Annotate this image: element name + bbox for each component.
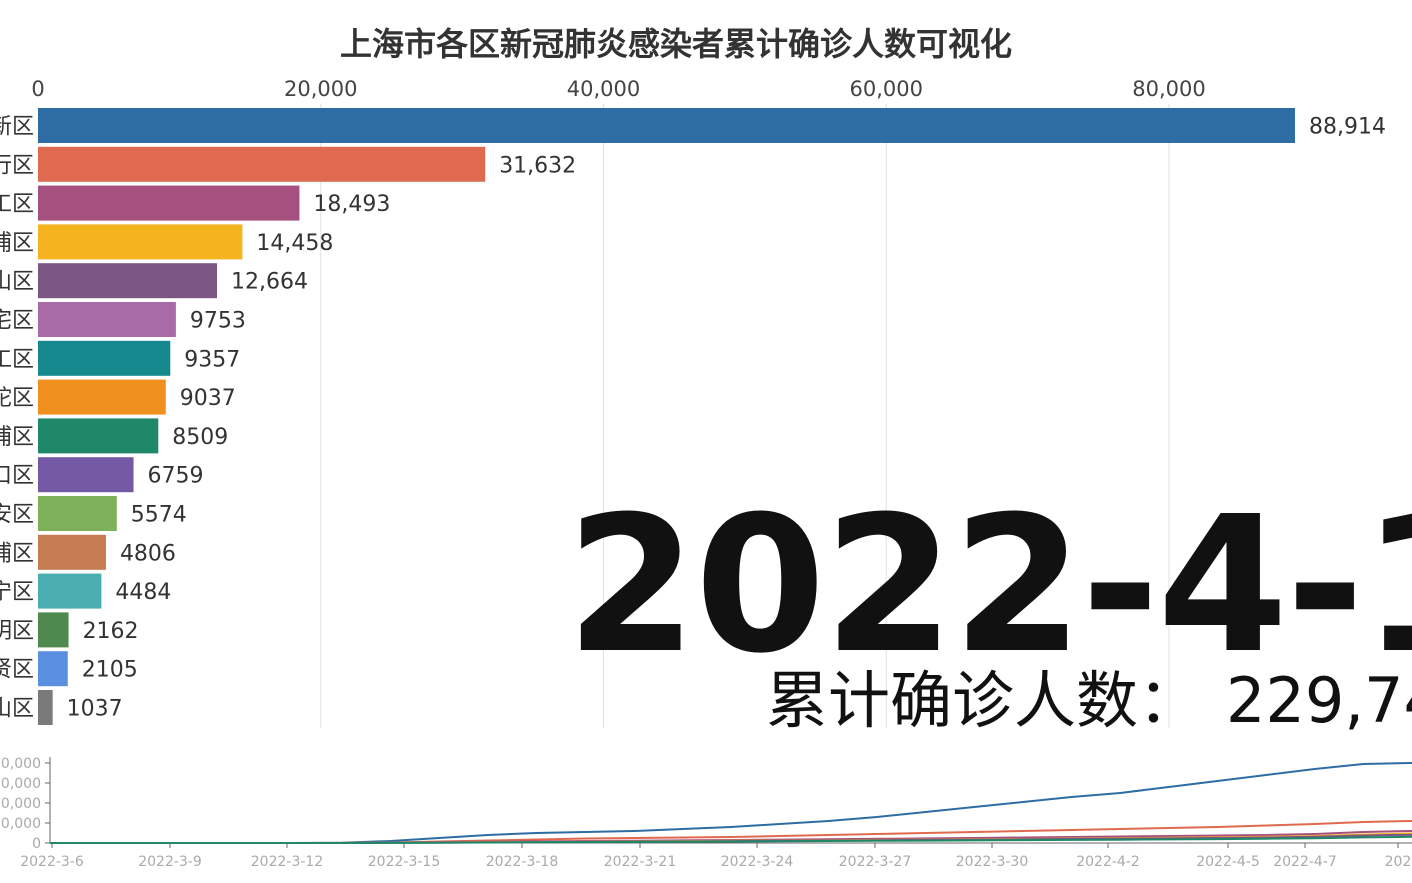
line-series-1	[50, 762, 1412, 844]
bar-value-label-2: 31,632	[499, 153, 576, 178]
x-tick-label-40000: 40,000	[567, 77, 640, 101]
bar-value-label-14: 2162	[83, 619, 139, 644]
x-tick-label-60000: 60,000	[849, 77, 922, 101]
bar-category-label-14: 明区	[0, 619, 34, 644]
x-tick-label-20000: 20,000	[284, 77, 357, 101]
line-x-tick-label-1: 2022-3-9	[138, 854, 202, 870]
line-y-tick-label-3: 0,000	[1, 776, 41, 792]
line-x-tick-label-0: 2022-3-6	[20, 854, 84, 870]
line-chart-series	[50, 762, 1412, 844]
line-x-tick-label-4: 2022-3-18	[486, 854, 558, 870]
bar-value-label-13: 4484	[115, 580, 171, 605]
bar-value-label-6: 9753	[190, 309, 246, 334]
bar-category-label-3: 工区	[0, 192, 34, 217]
bar-value-label-8: 9037	[180, 386, 236, 411]
bar-category-label-13: 宁区	[0, 580, 34, 605]
line-y-tick-label-1: 0,000	[1, 816, 41, 832]
x-tick-label-80000: 80,000	[1132, 77, 1205, 101]
bar-category-label-9: 浦区	[0, 425, 34, 450]
bar-category-label-8: 陀区	[0, 386, 34, 411]
bar-15	[38, 651, 68, 687]
line-x-tick-label-9: 2022-4-2	[1076, 854, 1140, 870]
line-x-tick-label-7: 2022-3-27	[839, 854, 911, 870]
bar-3	[38, 185, 300, 221]
bar-value-label-12: 4806	[120, 541, 176, 566]
line-x-tick-label-5: 2022-3-21	[604, 854, 676, 870]
bar-category-label-16: 山区	[0, 697, 34, 722]
bar-1	[38, 108, 1295, 143]
current-date-label: 2022-4-11	[566, 476, 1412, 695]
bar-chart-top-axis: 0 20,000 40,000 60,000 80,000	[31, 77, 1205, 101]
bar-7	[38, 340, 171, 376]
bar-13	[38, 573, 102, 609]
bar-14	[38, 612, 69, 648]
line-chart-axes: 0 0,000 0,000 0,000 0,000 2022-3-6 2022-3-9 202…	[1, 756, 1412, 870]
bar-10	[38, 457, 134, 493]
bar-category-label-12: 浦区	[0, 541, 34, 566]
line-x-tick-label-11: 2022-4-7	[1273, 854, 1337, 870]
line-x-tick-label-3: 2022-3-15	[368, 854, 440, 870]
bar-value-label-10: 6759	[148, 464, 204, 489]
line-x-tick-label-6: 2022-3-24	[721, 854, 794, 870]
bar-4	[38, 224, 243, 260]
bar-category-label-5: 山区	[0, 270, 34, 295]
bar-2	[38, 146, 486, 182]
line-x-tick-label-10: 2022-4-5	[1196, 854, 1260, 870]
x-tick-label-0: 0	[31, 77, 44, 101]
bar-9	[38, 418, 159, 454]
line-series-6	[50, 835, 1412, 844]
bar-category-label-2: 行区	[0, 153, 34, 178]
bar-value-label-11: 5574	[131, 503, 187, 528]
bar-category-label-4: 浦区	[0, 231, 34, 256]
bar-value-label-5: 12,664	[231, 270, 308, 295]
bar-category-label-15: 贤区	[0, 658, 34, 683]
bar-value-label-7: 9357	[184, 347, 240, 372]
total-confirmed-value: 229,74	[1226, 664, 1412, 737]
bar-8	[38, 379, 166, 415]
bar-value-label-1: 88,914	[1309, 115, 1386, 140]
bar-category-label-6: 宅区	[0, 309, 34, 334]
bar-category-label-10: 口区	[0, 464, 34, 489]
cumulative-line-chart: 0 0,000 0,000 0,000 0,000 2022-3-6 2022-3-9 202…	[1, 756, 1412, 870]
line-y-tick-label-0: 0	[32, 836, 41, 852]
line-x-tick-label-2: 2022-3-12	[251, 854, 323, 870]
bar-category-label-1: 新区	[0, 115, 34, 140]
bar-value-label-9: 8509	[172, 425, 228, 450]
total-confirmed-label: 累计确诊人数：	[766, 664, 1200, 737]
bar-value-label-16: 1037	[67, 697, 123, 722]
line-y-tick-label-4: 0,000	[1, 756, 41, 772]
bar-category-label-11: 安区	[0, 503, 34, 528]
bar-chart-gridlines	[320, 104, 1170, 728]
bar-12	[38, 534, 106, 570]
line-y-tick-label-2: 0,000	[1, 796, 41, 812]
chart-title: 上海市各区新冠肺炎感染者累计确诊人数可视化	[340, 25, 1012, 63]
bar-11	[38, 496, 117, 531]
bar-value-label-4: 14,458	[256, 231, 333, 256]
bar-6	[38, 302, 176, 337]
bar-5	[38, 263, 218, 299]
line-x-tick-label-8: 2022-3-30	[956, 854, 1028, 870]
bar-value-label-3: 18,493	[313, 192, 390, 217]
line-x-tick-label-12: 202	[1385, 854, 1412, 870]
bar-16	[38, 690, 53, 725]
bar-category-label-7: 工区	[0, 347, 34, 372]
bar-chart-bars: 新区 88,914 行区 31,632 工区 18,493 浦区 14,458 山区 12,664…	[0, 108, 1386, 725]
bar-value-label-15: 2105	[82, 658, 138, 683]
